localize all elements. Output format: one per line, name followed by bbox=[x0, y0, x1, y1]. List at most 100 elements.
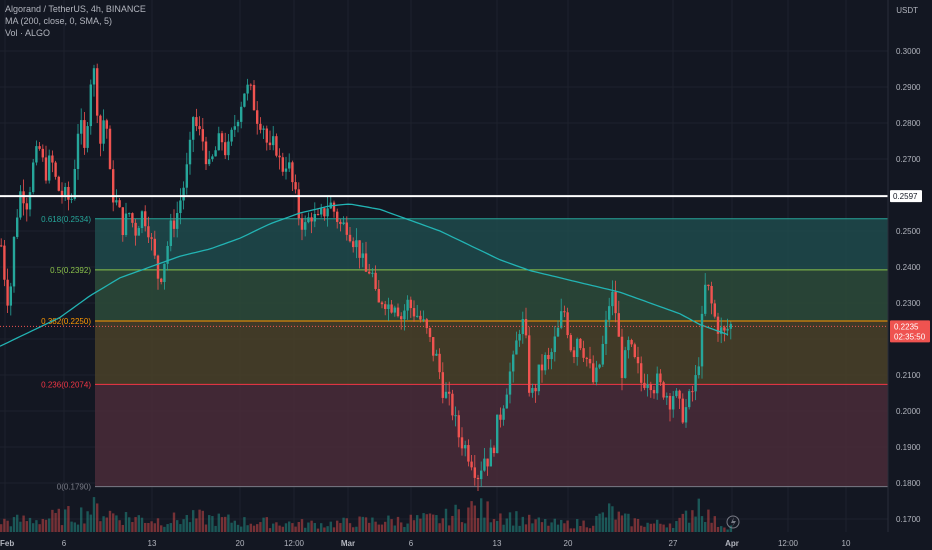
candle-body bbox=[60, 190, 64, 196]
volume-bar bbox=[134, 517, 137, 532]
candle-body bbox=[38, 146, 41, 149]
volume-bar bbox=[217, 513, 220, 532]
volume-bar bbox=[630, 526, 633, 532]
candle-body bbox=[67, 186, 70, 200]
volume-bar bbox=[716, 526, 720, 532]
ma-indicator-label[interactable]: MA (200, close, 0, SMA, 5) bbox=[5, 16, 113, 26]
volume-bar bbox=[99, 521, 102, 532]
candle-body bbox=[540, 364, 544, 371]
candle-body bbox=[608, 306, 611, 320]
candle-body bbox=[547, 354, 550, 360]
candle-body bbox=[467, 445, 470, 462]
candle-body bbox=[425, 319, 428, 329]
price-tick-label: 0.2500 bbox=[896, 227, 921, 236]
candle-body bbox=[569, 335, 572, 351]
candle-body bbox=[320, 208, 323, 215]
volume-bar bbox=[384, 521, 387, 532]
volume-bar bbox=[560, 519, 563, 532]
candle-body bbox=[665, 395, 668, 398]
candle-body bbox=[672, 396, 675, 410]
volume-bar bbox=[12, 517, 16, 532]
volume-bar bbox=[371, 517, 374, 532]
candle-body bbox=[249, 84, 252, 86]
volume-bar bbox=[723, 527, 726, 532]
volume-bar bbox=[656, 519, 659, 532]
fib-zone-0618 bbox=[95, 218, 888, 270]
candle-body bbox=[233, 126, 236, 130]
volume-bar bbox=[454, 504, 457, 532]
volume-bar bbox=[342, 517, 345, 532]
volume-bar bbox=[307, 522, 310, 532]
candle-body bbox=[278, 155, 281, 158]
candle-body bbox=[265, 128, 268, 143]
candle-body bbox=[166, 245, 169, 264]
candle-body bbox=[486, 458, 489, 467]
volume-bar bbox=[428, 513, 432, 532]
candle-body bbox=[332, 202, 336, 212]
volume-bar bbox=[611, 506, 614, 532]
volume-bar bbox=[496, 520, 499, 532]
candle-body bbox=[64, 186, 67, 196]
candle-body bbox=[272, 136, 275, 146]
candle-body bbox=[326, 208, 329, 217]
candle-body bbox=[473, 467, 476, 478]
candle-body bbox=[284, 168, 288, 172]
candle-body bbox=[396, 307, 400, 317]
candle-body bbox=[153, 238, 156, 256]
time-tick-label: 12:00 bbox=[284, 539, 305, 548]
volume-bar bbox=[140, 517, 144, 532]
volume-bar bbox=[112, 513, 115, 532]
volume-bar bbox=[409, 514, 412, 532]
candle-body bbox=[534, 388, 537, 392]
volume-bar bbox=[38, 524, 41, 532]
candle-body bbox=[681, 398, 684, 423]
price-tick-label: 0.2400 bbox=[896, 263, 921, 272]
volume-bar bbox=[256, 524, 259, 532]
candle-body bbox=[380, 302, 384, 305]
volume-bar bbox=[227, 514, 230, 532]
candle-body bbox=[419, 315, 422, 320]
volume-bar bbox=[204, 524, 208, 532]
volume-bar bbox=[707, 509, 710, 532]
volume-bar bbox=[713, 516, 716, 532]
volume-bar bbox=[172, 512, 176, 532]
volume-bar bbox=[192, 510, 195, 532]
candle-body bbox=[480, 470, 483, 480]
candle-body bbox=[128, 213, 131, 215]
candle-body bbox=[220, 133, 224, 143]
volume-bar bbox=[272, 523, 275, 532]
fib-label: 0.236(0.2074) bbox=[41, 380, 91, 389]
candle-body bbox=[697, 366, 700, 376]
candle-body bbox=[99, 115, 102, 144]
candle-body bbox=[9, 286, 12, 306]
candle-body bbox=[214, 150, 217, 157]
fib-zone-05 bbox=[95, 269, 888, 321]
volume-bar bbox=[102, 516, 105, 532]
candle-body bbox=[588, 358, 592, 364]
candle-body bbox=[118, 200, 121, 208]
candle-body bbox=[70, 198, 73, 200]
volume-bar bbox=[259, 522, 262, 532]
volume-bar bbox=[60, 525, 64, 532]
volume-bar bbox=[726, 529, 729, 532]
volume-bar bbox=[403, 527, 406, 532]
candle-body bbox=[288, 162, 291, 169]
volume-bar bbox=[105, 517, 108, 532]
volume-bar bbox=[396, 516, 400, 532]
volume-bar bbox=[147, 522, 150, 532]
volume-bar bbox=[694, 516, 697, 532]
candle-body bbox=[617, 313, 620, 337]
volume-bar bbox=[448, 525, 451, 532]
candle-body bbox=[393, 307, 396, 313]
volume-bar bbox=[160, 525, 163, 532]
volume-bar bbox=[281, 526, 284, 532]
candle-body bbox=[384, 304, 387, 309]
volume-bar bbox=[588, 528, 592, 532]
volume-bar bbox=[502, 524, 505, 532]
volume-indicator-label[interactable]: Vol · ALGO bbox=[5, 28, 51, 38]
symbol-title[interactable]: Algorand / TetherUS, 4h, BINANCE bbox=[5, 4, 146, 14]
candle-body bbox=[160, 278, 163, 283]
candle-body bbox=[662, 382, 665, 398]
candle-body bbox=[688, 391, 691, 408]
